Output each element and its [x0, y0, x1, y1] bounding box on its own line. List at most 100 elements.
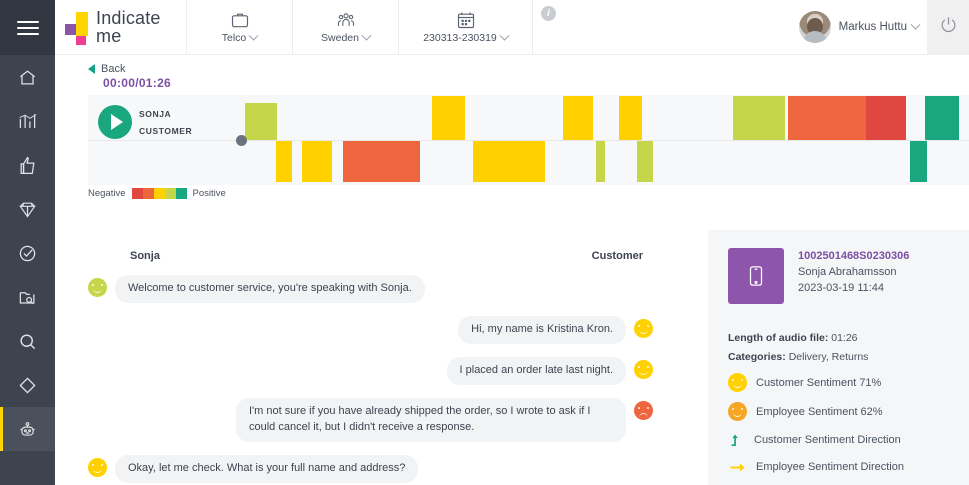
- smiley-icon: [88, 278, 107, 297]
- filter-date-range[interactable]: 230313-230319: [399, 0, 533, 54]
- filter-date-range-label: 230313-230319: [423, 32, 497, 44]
- legend-positive-label: Positive: [192, 188, 226, 199]
- filter-industry[interactable]: Telco: [187, 0, 293, 54]
- message-bubble: I'm not sure if you have already shipped…: [236, 397, 626, 442]
- timeline-bar[interactable]: [432, 96, 465, 140]
- sidebar-item-cases[interactable]: [0, 275, 55, 319]
- timeline-bar[interactable]: [788, 96, 866, 140]
- transcript-header: Sonja Customer: [88, 230, 653, 262]
- sidebar-item-tasks[interactable]: [0, 231, 55, 275]
- call-details-panel: 1002501468S0230306 Sonja Abrahamsson 202…: [708, 230, 969, 485]
- categories-value: Delivery, Returns: [788, 351, 869, 363]
- timeline-bar[interactable]: [302, 141, 332, 182]
- message-row: Okay, let me check. What is your full na…: [88, 454, 653, 483]
- menu-toggle-button[interactable]: [0, 0, 55, 55]
- timeline-bar[interactable]: [910, 141, 927, 182]
- timeline-bar[interactable]: [473, 141, 545, 182]
- avatar[interactable]: [798, 11, 831, 43]
- app-logo[interactable]: Indicate me: [55, 0, 187, 54]
- sentiment-legend: Negative Positive: [88, 188, 226, 199]
- message-list: Welcome to customer service, you're spea…: [88, 275, 653, 485]
- timeline-bar[interactable]: [866, 96, 906, 140]
- sentiment-stat-row: Customer Sentiment Direction: [728, 431, 969, 448]
- folder-search-icon: [18, 288, 37, 307]
- play-icon: [110, 114, 123, 130]
- back-label: Back: [101, 63, 126, 75]
- filter-country[interactable]: Sweden: [293, 0, 399, 54]
- filter-country-label: Sweden: [321, 32, 359, 44]
- speaker-labels: SONJA CUSTOMER: [139, 109, 192, 136]
- timeline-bar[interactable]: [276, 141, 292, 182]
- audio-length-label: Length of audio file:: [728, 332, 829, 344]
- speaker-label-top: SONJA: [139, 108, 172, 119]
- sidebar-item-analytics[interactable]: [0, 99, 55, 143]
- sentiment-stat-label: Employee Sentiment Direction: [756, 460, 904, 473]
- timeline-bar[interactable]: [925, 96, 959, 140]
- top-header: Indicate me Telco Sweden 230313-230319 i…: [55, 0, 969, 55]
- hamburger-icon: [16, 17, 39, 39]
- legend-swatch: [153, 188, 165, 199]
- timeline-controls: SONJA CUSTOMER: [98, 105, 192, 139]
- transcript-left-speaker: Sonja: [130, 250, 160, 262]
- arrow-up-icon: [728, 431, 745, 448]
- bar-chart-icon: [18, 112, 37, 131]
- smiley-icon: [88, 457, 107, 477]
- arrow-right-icon: [728, 458, 747, 475]
- logout-button[interactable]: [927, 0, 969, 54]
- timeline-bar[interactable]: [596, 141, 605, 182]
- timeline-bar[interactable]: [733, 96, 785, 140]
- robot-icon: [18, 420, 37, 439]
- message-row: I'm not sure if you have already shipped…: [88, 397, 653, 442]
- logo-line-2: me: [96, 26, 122, 46]
- timeline-bar[interactable]: [637, 141, 653, 182]
- sad-face-icon: [634, 400, 653, 420]
- calendar-icon: [456, 10, 476, 30]
- timeline-axis: [88, 140, 969, 141]
- timeline-bar[interactable]: [563, 96, 593, 140]
- legend-swatch: [142, 188, 154, 199]
- transcript-right-speaker: Customer: [591, 250, 643, 262]
- play-button[interactable]: [98, 105, 132, 139]
- chevron-down-icon: [499, 30, 510, 41]
- sidebar-item-quality[interactable]: [0, 187, 55, 231]
- logo-text: Indicate me: [96, 8, 161, 46]
- timeline-bar[interactable]: [619, 96, 642, 140]
- sentiment-stat-row: Employee Sentiment Direction: [728, 458, 969, 475]
- sidebar-item-search[interactable]: [0, 319, 55, 363]
- categories-row: Categories: Delivery, Returns: [728, 351, 969, 363]
- message-row: Hi, my name is Kristina Kron.: [88, 315, 653, 344]
- timeline-bar[interactable]: [245, 103, 277, 140]
- smiley-icon: [634, 359, 653, 379]
- thumbs-up-icon: [18, 156, 37, 175]
- message-row: Welcome to customer service, you're spea…: [88, 275, 653, 303]
- filter-industry-label: Telco: [221, 32, 247, 44]
- people-group-icon: [336, 10, 356, 30]
- sentiment-stat-row: Customer Sentiment 71%: [728, 373, 969, 392]
- user-menu[interactable]: Markus Huttu: [838, 19, 921, 33]
- sidebar-item-home[interactable]: [0, 55, 55, 99]
- sentiment-timeline-chart[interactable]: SONJA CUSTOMER: [88, 95, 969, 185]
- diamond-gem-icon: [18, 200, 37, 219]
- smiley-icon: [728, 402, 747, 421]
- call-datetime: 2023-03-19 11:44: [798, 282, 885, 294]
- timeline-bar[interactable]: [343, 141, 420, 182]
- scrubber-handle[interactable]: [236, 135, 247, 146]
- info-icon[interactable]: i: [541, 6, 556, 21]
- audio-length-row: Length of audio file: 01:26: [728, 332, 969, 344]
- categories-label: Categories:: [728, 351, 786, 363]
- smiley-icon: [728, 373, 747, 392]
- legend-negative-label: Negative: [88, 188, 126, 199]
- user-name-label: Markus Huttu: [838, 21, 907, 33]
- back-arrow-icon: [88, 64, 95, 74]
- user-zone: Markus Huttu: [798, 0, 927, 54]
- legend-swatch: [175, 188, 187, 199]
- sidebar-item-feedback[interactable]: [0, 143, 55, 187]
- main-content: Back 00:00/01:26 SONJA CUSTOMER Negative…: [55, 55, 969, 485]
- call-summary-card: 1002501468S0230306 Sonja Abrahamsson 202…: [728, 248, 969, 304]
- power-icon: [939, 15, 958, 39]
- back-button[interactable]: Back: [55, 55, 969, 75]
- sidebar-item-bot[interactable]: [0, 407, 55, 451]
- sidebar-item-insights[interactable]: [0, 363, 55, 407]
- sentiment-stats: Customer Sentiment 71% Employee Sentiment…: [728, 373, 969, 475]
